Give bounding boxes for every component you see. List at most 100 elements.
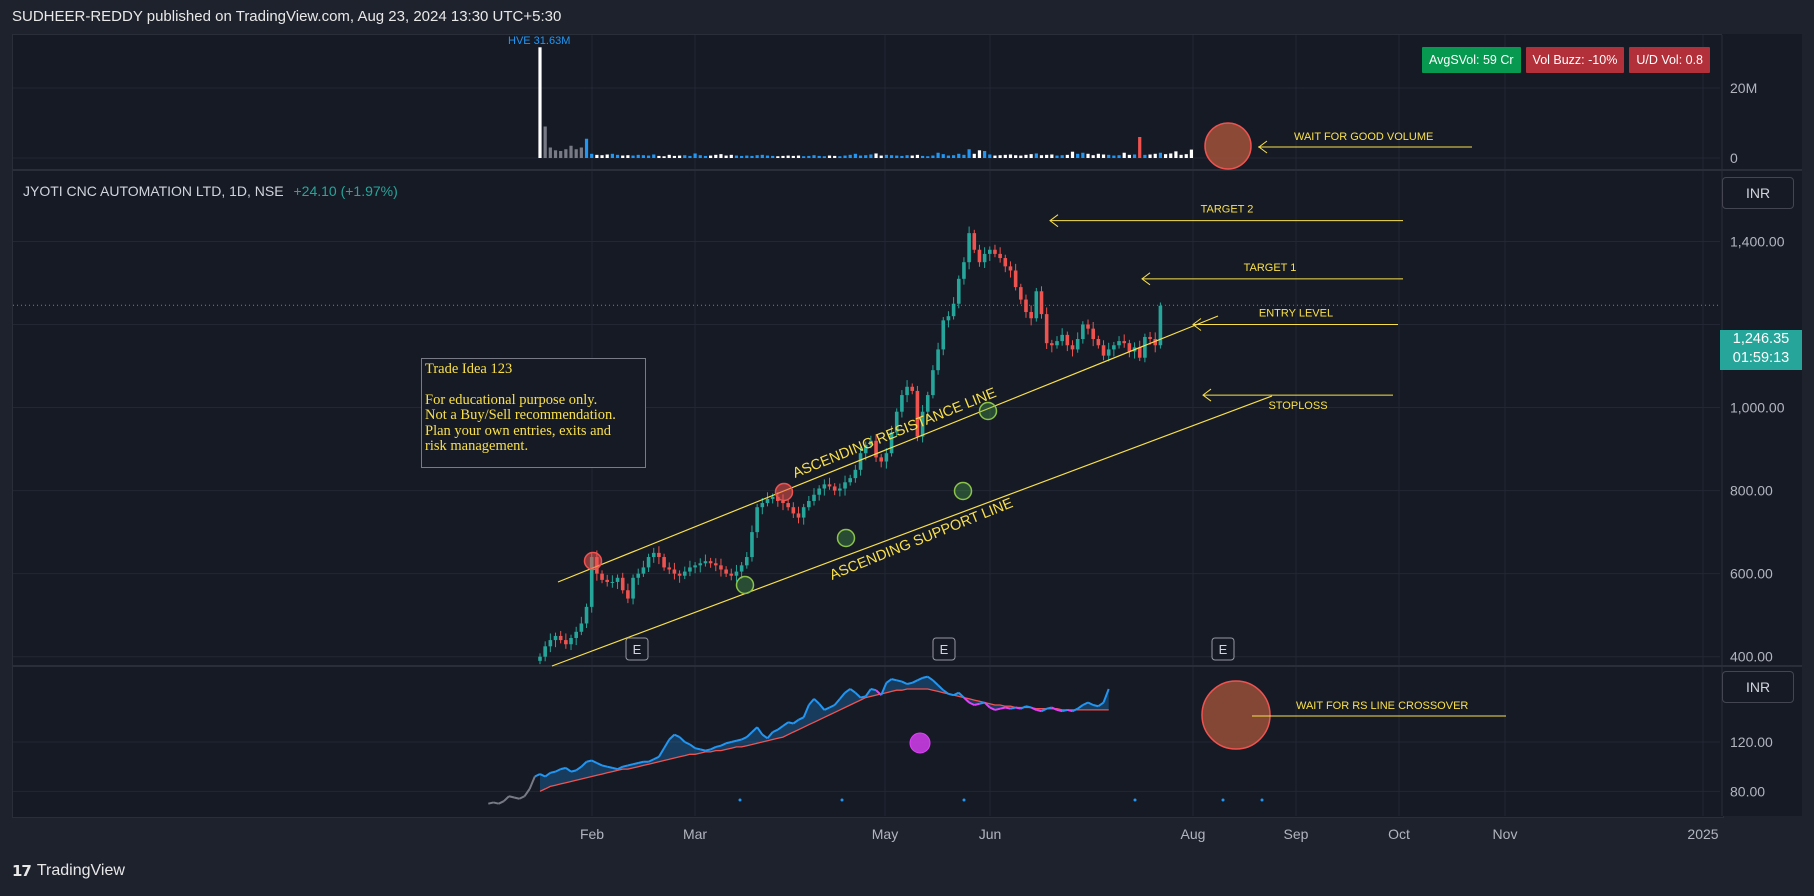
- candle-body: [703, 561, 708, 564]
- candle-body: [1065, 334, 1070, 346]
- x-tick-label: 2025: [1687, 826, 1718, 842]
- volume-bar: [543, 126, 547, 158]
- volume-bar: [621, 155, 625, 158]
- bar-countdown: 01:59:13: [1732, 350, 1790, 366]
- candle-body: [1019, 287, 1023, 300]
- rs-line-segment: [932, 679, 939, 686]
- candle-body: [1050, 343, 1054, 346]
- earnings-marker-label: E: [633, 642, 642, 657]
- candle-body: [1070, 345, 1075, 350]
- rs-line-segment: [983, 701, 991, 709]
- rs-line-segment: [1025, 705, 1032, 709]
- volume-bar: [667, 154, 671, 158]
- volume-badges: AvgSVol: 59 Cr Vol Buzz: -10% U/D Vol: 0…: [1422, 47, 1711, 73]
- candle-body: [776, 496, 780, 501]
- candle-body: [905, 386, 909, 396]
- x-tick-label: Feb: [580, 826, 604, 842]
- volume-bar: [936, 152, 940, 158]
- currency-button-main[interactable]: INR: [1722, 177, 1794, 209]
- candle-body: [874, 440, 878, 458]
- candle-body: [936, 349, 940, 371]
- volume-pane: HVE 31.63M WAIT FOR GOOD VOLUME: [508, 35, 1472, 170]
- candle-body: [1039, 291, 1044, 315]
- candle-body: [1008, 266, 1013, 271]
- earnings-marker: [625, 637, 649, 661]
- symbol-name: JYOTI CNC AUTOMATION LTD, 1D, NSE: [23, 183, 284, 199]
- footer-brand[interactable]: 𝟭𝟳 TradingView: [12, 862, 125, 880]
- symbol-change: +24.10 (+1.97%): [293, 183, 398, 199]
- volume-bar: [683, 155, 687, 158]
- volume-bar: [559, 151, 563, 158]
- volume-bar: [1096, 153, 1100, 158]
- note-title: Trade Idea 123: [425, 361, 513, 377]
- rs-line-segment: [668, 733, 676, 741]
- volume-bar: [848, 154, 852, 158]
- candle-body: [1060, 334, 1064, 342]
- candle-body: [889, 432, 894, 454]
- rs-line-segment: [968, 701, 975, 706]
- rs-line-segment: [746, 731, 753, 738]
- volume-bar: [579, 147, 583, 158]
- arrow-icon: [1192, 318, 1202, 331]
- y-tick-label: 400.00: [1730, 649, 1773, 665]
- rs-line-segment: [1056, 708, 1063, 713]
- candle-body: [558, 635, 563, 641]
- candle-body: [931, 370, 935, 396]
- note-line: Not a Buy/Sell recommendation.: [425, 407, 616, 423]
- rs-line-segment: [937, 684, 944, 691]
- currency-button-rs[interactable]: INR: [1722, 671, 1794, 703]
- note-line: Plan your own entries, exits and: [425, 422, 612, 439]
- candle-body: [972, 233, 977, 250]
- candle-body: [760, 503, 765, 508]
- volume-bar: [1055, 155, 1059, 158]
- rs-line-segment: [1036, 708, 1042, 713]
- rs-line-segment: [523, 788, 531, 797]
- candle-body: [651, 552, 656, 558]
- volume-bar: [869, 154, 873, 158]
- resistance-touch-circle: [774, 482, 794, 502]
- trade-idea-note[interactable]: Trade Idea 123 For educational purpose o…: [421, 358, 646, 468]
- volume-bar: [760, 154, 764, 158]
- volume-bar: [538, 47, 542, 158]
- volume-bar: [745, 155, 749, 158]
- volume-bar: [771, 155, 775, 158]
- rs-line-segment: [787, 721, 794, 725]
- rs-line-segment: [854, 691, 862, 699]
- y-tick-label: 20M: [1730, 80, 1757, 96]
- rs-line-segment: [596, 762, 603, 767]
- volume-bar: [864, 155, 868, 158]
- rs-line-segment: [994, 707, 1001, 711]
- volume-bar: [1024, 154, 1028, 158]
- symbol-legend: JYOTI CNC AUTOMATION LTD, 1D, NSE +24.10…: [23, 183, 398, 199]
- candle-body: [827, 484, 832, 487]
- rs-line-segment: [916, 676, 924, 682]
- brand-name: TradingView: [36, 862, 125, 879]
- rs-line-segment: [648, 758, 655, 763]
- rs-line-segment: [792, 718, 800, 725]
- volume-bar: [931, 155, 935, 158]
- rs-line-segment: [901, 680, 908, 685]
- volume-bar: [988, 154, 992, 158]
- volume-bar: [972, 153, 976, 158]
- rs-line-segment: [622, 764, 629, 768]
- candle-body: [1091, 328, 1095, 340]
- volume-bar: [962, 154, 966, 158]
- candle-body: [786, 503, 790, 508]
- candle-body: [998, 253, 1002, 259]
- volume-bar: [827, 155, 832, 158]
- volume-bar: [719, 154, 723, 158]
- rs-crossover-circle: [1201, 680, 1271, 750]
- rs-line-segment: [513, 796, 520, 800]
- rs-line-segment: [694, 747, 701, 751]
- candle-body: [884, 453, 889, 462]
- volume-bar: [734, 155, 739, 158]
- candle-body: [1153, 339, 1158, 346]
- support-touch-circle: [978, 401, 998, 421]
- rs-line-segment: [782, 721, 789, 727]
- volume-bar: [884, 154, 888, 158]
- rs-line-segment: [761, 733, 769, 740]
- earnings-marker: [932, 637, 956, 661]
- candle-body: [719, 565, 723, 570]
- arrow-icon: [1049, 214, 1059, 228]
